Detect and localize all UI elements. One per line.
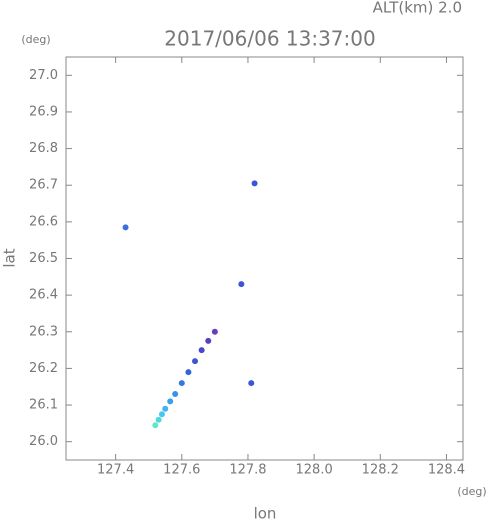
x-tick-label: 127.8 xyxy=(229,463,266,478)
echo-point xyxy=(185,369,192,376)
echo-point xyxy=(158,411,165,418)
echo-point xyxy=(192,358,199,365)
echo-point xyxy=(178,380,185,387)
y-tick-label: 27.0 xyxy=(29,68,58,83)
y-axis-label: lat xyxy=(1,248,19,267)
y-tick-label: 26.7 xyxy=(29,178,58,193)
echo-point xyxy=(251,180,258,187)
echo-point xyxy=(205,337,212,344)
echo-point xyxy=(248,380,255,387)
echo-point xyxy=(238,281,245,288)
chart-subtitle: ALT(km) 2.0 xyxy=(373,0,462,17)
x-tick-label: 128.0 xyxy=(296,463,333,478)
x-unit: (deg) xyxy=(457,485,486,498)
x-axis-label: lon xyxy=(254,505,277,522)
y-tick-label: 26.2 xyxy=(29,361,58,376)
y-tick-label: 26.5 xyxy=(29,251,58,266)
chart-title: 2017/06/06 13:37:00 xyxy=(164,27,375,51)
echo-point xyxy=(167,398,174,405)
echo-point xyxy=(122,224,129,231)
echo-point xyxy=(172,391,179,398)
x-tick-label: 128.2 xyxy=(362,463,399,478)
echo-point xyxy=(162,405,169,412)
y-tick-label: 26.1 xyxy=(29,398,58,413)
echo-point xyxy=(155,416,162,423)
y-tick-label: 26.4 xyxy=(29,288,58,303)
y-tick-label: 26.9 xyxy=(29,104,58,119)
y-tick-label: 26.8 xyxy=(29,141,58,156)
y-unit: (deg) xyxy=(21,33,50,46)
plot-frame xyxy=(65,56,464,461)
echo-point xyxy=(211,328,218,335)
y-tick-label: 26.6 xyxy=(29,214,58,229)
echo-point xyxy=(198,347,205,354)
x-tick-label: 127.4 xyxy=(97,463,134,478)
y-tick-label: 26.3 xyxy=(29,324,58,339)
x-tick-label: 128.4 xyxy=(428,463,465,478)
echo-point xyxy=(152,422,159,429)
y-tick-label: 26.0 xyxy=(29,434,58,449)
x-tick-label: 127.6 xyxy=(163,463,200,478)
